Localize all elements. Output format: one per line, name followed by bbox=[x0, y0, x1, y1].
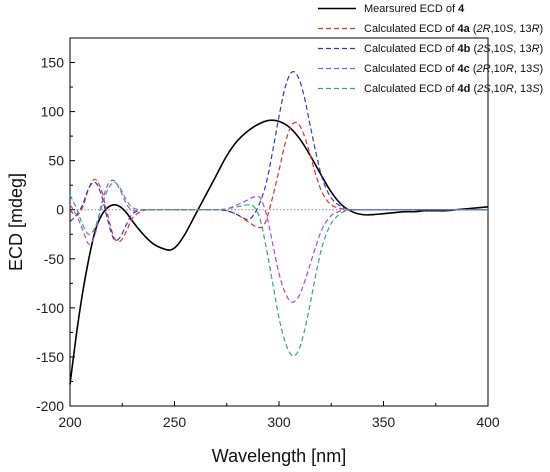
legend-text-part: ( bbox=[470, 83, 477, 95]
legend-text-part: ) bbox=[540, 63, 544, 75]
legend-text-part: ,10 bbox=[491, 43, 506, 55]
series-lines bbox=[69, 71, 489, 385]
legend-text-part: 4c bbox=[458, 63, 470, 75]
x-tick-label: 250 bbox=[163, 414, 187, 430]
legend-text-part: S bbox=[532, 83, 540, 95]
legend-text-part: ( bbox=[470, 43, 477, 55]
legend-text-part: 2R bbox=[476, 23, 491, 35]
x-tick-label: 350 bbox=[372, 414, 396, 430]
legend-text-part: S bbox=[506, 23, 514, 35]
x-tick-label: 300 bbox=[267, 414, 291, 430]
legend-text-part: , 13 bbox=[514, 83, 532, 95]
legend-text-part: Calculated ECD of bbox=[364, 23, 458, 35]
y-tick-label: -50 bbox=[44, 251, 64, 267]
legend-entry-2: Calculated ECD of 4b (2S,10S, 13R) bbox=[364, 43, 543, 55]
series-line-3 bbox=[69, 179, 488, 303]
legend-text-part: Calculated ECD of bbox=[364, 83, 458, 95]
legend-text-part: R bbox=[532, 23, 540, 35]
y-tick-label: 0 bbox=[56, 202, 64, 218]
legend-text-part: ,10 bbox=[491, 63, 506, 75]
legend-text-part: ,10 bbox=[491, 83, 506, 95]
legend-text-part: 2R bbox=[476, 63, 491, 75]
legend-text-part: 4 bbox=[458, 3, 465, 15]
y-tick-label: -100 bbox=[36, 300, 64, 316]
legend-text-part: R bbox=[532, 43, 540, 55]
legend-text-part: ( bbox=[470, 63, 477, 75]
legend-text-part: ( bbox=[470, 23, 477, 35]
y-tick-label: -150 bbox=[36, 349, 64, 365]
legend-text-part: , 13 bbox=[513, 43, 531, 55]
series-line-4 bbox=[69, 181, 488, 357]
legend-text-part: 4d bbox=[458, 83, 471, 95]
legend-text-part: ) bbox=[540, 83, 544, 95]
x-tick-label: 400 bbox=[476, 414, 500, 430]
y-tick-label: 100 bbox=[41, 104, 65, 120]
legend-text-part: S bbox=[532, 63, 540, 75]
legend-text-part: ) bbox=[540, 43, 544, 55]
series-line-0 bbox=[69, 119, 489, 385]
legend-text-part: Mearsured ECD of bbox=[364, 3, 458, 15]
y-tick-label: -200 bbox=[36, 398, 64, 414]
legend-entry-1: Calculated ECD of 4a (2R,10S, 13R) bbox=[364, 23, 543, 35]
legend-entry-3: Calculated ECD of 4c (2R,10R, 13S) bbox=[364, 63, 543, 75]
legend-text-part: Calculated ECD of bbox=[364, 43, 458, 55]
x-tick-label: 200 bbox=[58, 414, 82, 430]
legend-text-part: Calculated ECD of bbox=[364, 63, 458, 75]
legend-text-part: 2S bbox=[476, 83, 491, 95]
x-axis-ticks: 200 250 300 350 400 bbox=[58, 401, 500, 430]
legend-text-part: ) bbox=[540, 23, 544, 35]
legend-text-part: ,10 bbox=[491, 23, 506, 35]
series-line-1 bbox=[69, 121, 488, 243]
legend-text-part: 4b bbox=[458, 43, 471, 55]
legend-text-part: , 13 bbox=[514, 63, 532, 75]
legend-text-part: , 13 bbox=[513, 23, 531, 35]
y-axis-ticks: -200 -150 -100 -50 0 50 100 150 bbox=[36, 55, 75, 414]
x-axis-title: Wavelength [nm] bbox=[212, 446, 346, 466]
legend-text-part: 2S bbox=[476, 43, 491, 55]
y-axis-title: ECD [mdeg] bbox=[6, 173, 26, 271]
legend-text-part: R bbox=[506, 63, 514, 75]
legend-text-part: R bbox=[506, 83, 514, 95]
legend-text-part: S bbox=[506, 43, 514, 55]
legend-entry-0: Mearsured ECD of 4 bbox=[364, 3, 465, 15]
legend-text-part: 4a bbox=[458, 23, 471, 35]
legend-entry-4: Calculated ECD of 4d (2S,10R, 13S) bbox=[364, 83, 543, 95]
series-line-2 bbox=[69, 71, 488, 242]
y-tick-label: 150 bbox=[41, 55, 65, 71]
y-tick-label: 50 bbox=[48, 153, 64, 169]
